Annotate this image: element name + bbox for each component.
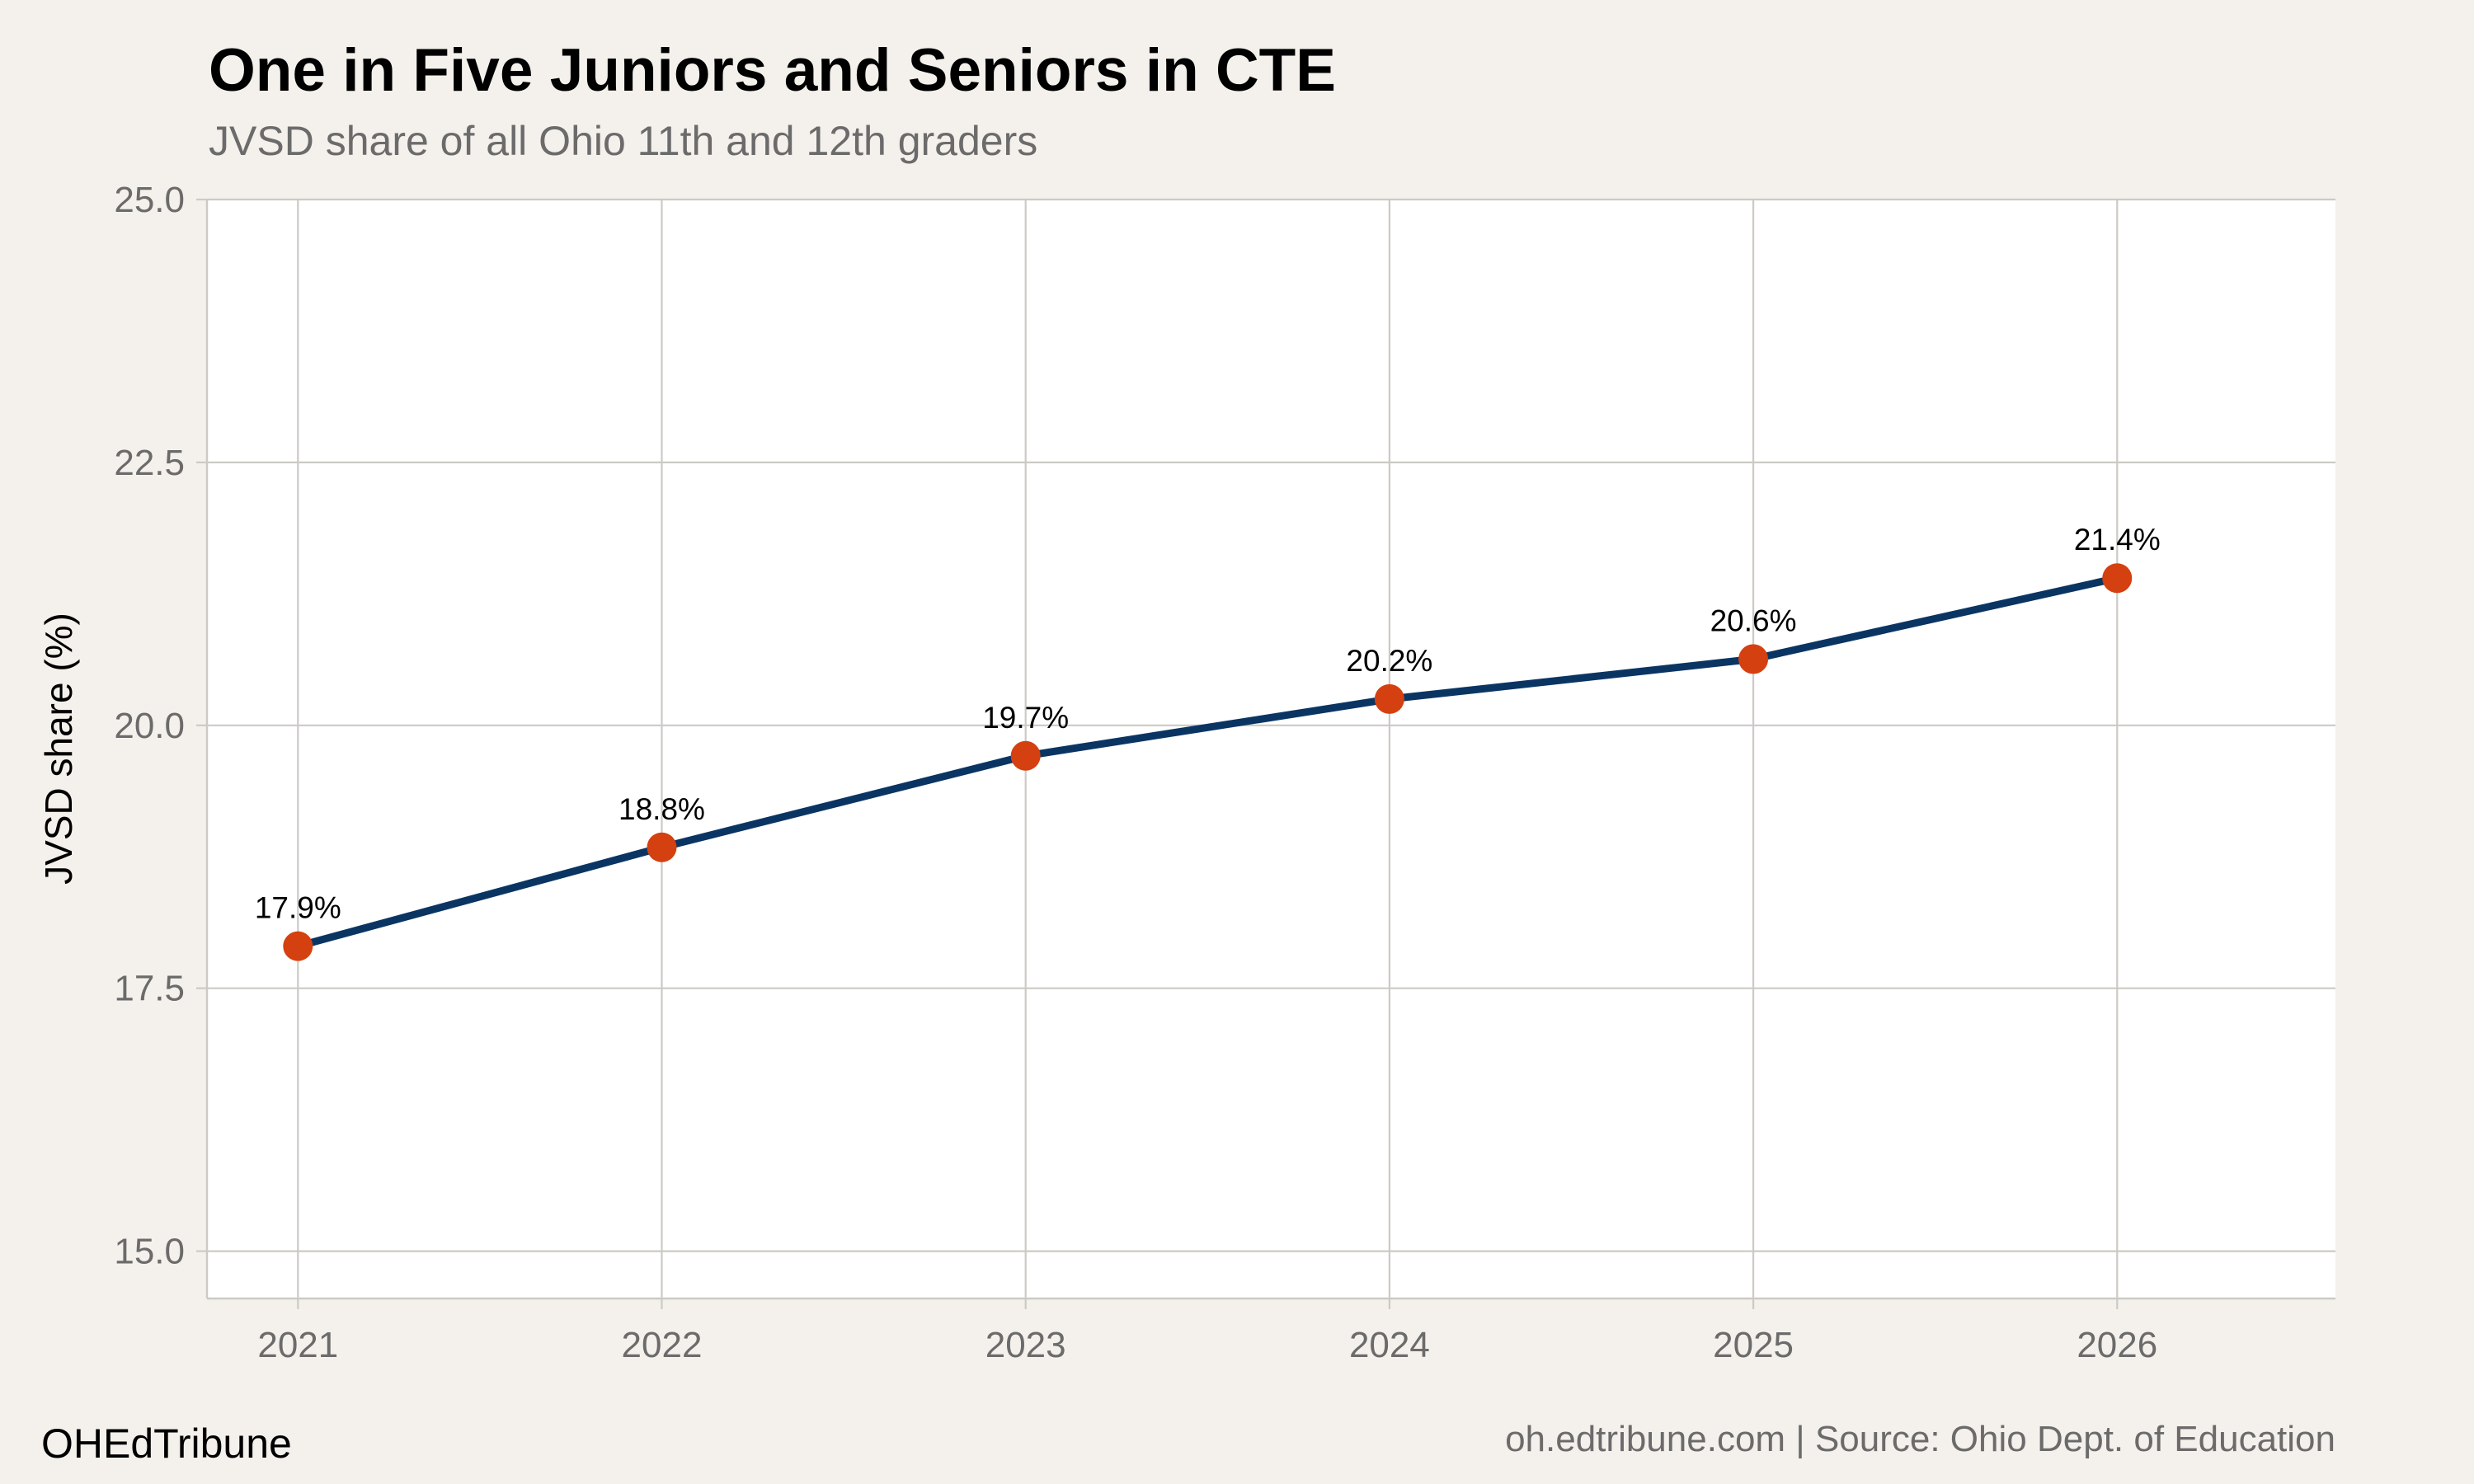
brand-logo-text: OHEdTribune: [41, 1421, 292, 1467]
data-labels: 17.9% 18.8% 19.7% 20.2% 20.6% 21.4%: [255, 523, 2161, 924]
axes: 15.0 17.5 20.0 22.5 25.0 2021 2022 2023 2024 2025…: [114, 180, 2335, 1365]
x-tick-label: 2025: [1713, 1325, 1794, 1365]
data-label: 18.8%: [618, 792, 705, 826]
x-tick-label: 2024: [1349, 1325, 1430, 1365]
data-point: [1738, 644, 1769, 674]
chart-subtitle: JVSD share of all Ohio 11th and 12th gra…: [209, 118, 1037, 164]
series-line: [294, 574, 2121, 951]
x-tick-label: 2026: [2077, 1325, 2157, 1365]
y-tick-label: 17.5: [114, 969, 185, 1009]
data-point: [1010, 740, 1041, 771]
chart-title: One in Five Juniors and Seniors in CTE: [209, 37, 1336, 104]
data-label: 19.7%: [982, 701, 1069, 735]
data-point: [2102, 563, 2133, 594]
data-point: [283, 931, 313, 961]
grid-lines: [207, 198, 2335, 1298]
data-points: [283, 563, 2133, 961]
data-label: 20.2%: [1346, 644, 1432, 678]
y-axis-title: JVSD share (%): [37, 613, 80, 885]
plot-panel: [207, 200, 2335, 1298]
y-tick-label: 20.0: [114, 706, 185, 746]
x-tick-label: 2021: [257, 1325, 338, 1365]
series-line-path: [294, 574, 2121, 951]
y-tick-label: 22.5: [114, 443, 185, 483]
x-tick-label: 2023: [985, 1325, 1066, 1365]
source-caption: oh.edtribune.com | Source: Ohio Dept. of…: [1505, 1419, 2335, 1459]
y-tick-label: 15.0: [114, 1232, 185, 1272]
x-tick-label: 2022: [622, 1325, 703, 1365]
data-label: 20.6%: [1710, 603, 1797, 637]
data-point: [647, 832, 677, 862]
y-tick-label: 25.0: [114, 180, 185, 220]
data-point: [1374, 683, 1404, 714]
data-label: 17.9%: [255, 891, 341, 925]
data-label: 21.4%: [2074, 523, 2161, 556]
